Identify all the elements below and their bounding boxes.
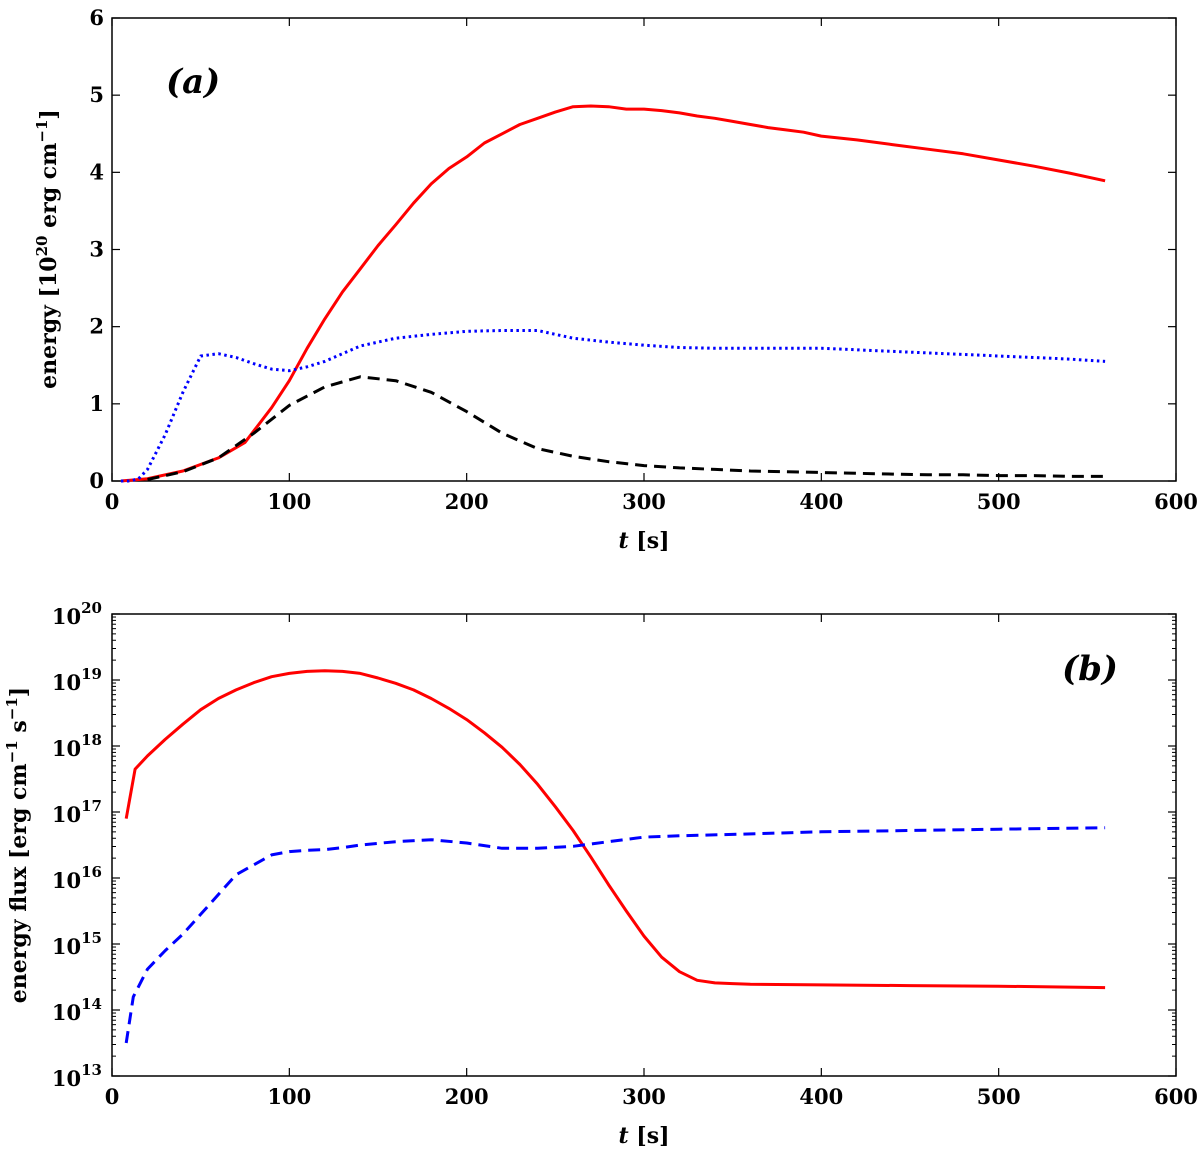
y-tick-label-a: 0 bbox=[89, 468, 104, 493]
y-tick-label-b: 1020 bbox=[52, 599, 102, 629]
x-tick-label-a: 200 bbox=[445, 489, 489, 514]
y-axis-label-a: energy [1020 erg cm−1] bbox=[33, 109, 62, 389]
panel-b: 0 100 200 300 400 500 600 1013 1014 1015 1016 1017 1… bbox=[3, 599, 1198, 1149]
series-line-a-blue-dotted bbox=[120, 329, 1106, 483]
y-label-pre-a: energy [10 bbox=[36, 256, 62, 388]
x-tick-label-b: 0 bbox=[105, 1084, 120, 1109]
y-tick-label-a: 5 bbox=[89, 82, 104, 107]
x-axis-label-b: t [s] bbox=[618, 1123, 669, 1149]
x-axis-label-unit-a: [s] bbox=[629, 528, 670, 554]
y-label-exp2-b: −1 bbox=[3, 697, 21, 720]
y-tick-label-a: 3 bbox=[89, 237, 104, 262]
y-tick-label-a: 4 bbox=[89, 159, 104, 184]
y-tick-label-a: 6 bbox=[89, 5, 104, 30]
series-line-b-blue-dashed bbox=[124, 826, 1106, 1044]
y-label-pre-b: energy flux [erg cm bbox=[6, 763, 32, 1003]
y-label-exp-b: −1 bbox=[3, 740, 21, 763]
x-tick-label-a: 400 bbox=[799, 489, 843, 514]
x-tick-label-b: 500 bbox=[977, 1084, 1021, 1109]
x-tick-label-a: 300 bbox=[622, 489, 666, 514]
series-group-b bbox=[124, 669, 1106, 1044]
x-axis-label-a: t [s] bbox=[618, 528, 669, 554]
y-tick-label-b: 1016 bbox=[52, 863, 102, 893]
x-tick-label-a: 0 bbox=[105, 489, 120, 514]
y-tick-label-b: 1019 bbox=[52, 665, 102, 695]
plot-frame-b bbox=[111, 613, 1177, 1077]
panel-label-b: (b) bbox=[1062, 649, 1118, 689]
y-label-exp-a: 20 bbox=[33, 236, 51, 257]
y-tick-label-b: 1017 bbox=[52, 797, 102, 827]
y-label-post-a: ] bbox=[36, 109, 62, 119]
ticks-group-a: 0 100 200 300 400 500 600 0 1 2 3 4 5 6 bbox=[89, 5, 1198, 514]
series-line-b-red-solid bbox=[124, 669, 1106, 990]
y-axis-label-b: energy flux [erg cm−1 s−1] bbox=[3, 687, 32, 1003]
x-tick-label-a: 500 bbox=[977, 489, 1021, 514]
panel-label-a: (a) bbox=[166, 62, 220, 102]
x-axis-label-unit-b: [s] bbox=[629, 1123, 670, 1149]
y-label-exp2-a: −1 bbox=[33, 120, 51, 143]
x-axis-label-var-a: t bbox=[618, 528, 628, 554]
ticks-group-b: 0 100 200 300 400 500 600 1013 1014 1015 1016 1017 1… bbox=[52, 599, 1198, 1109]
x-tick-label-b: 600 bbox=[1154, 1084, 1198, 1109]
x-tick-label-b: 300 bbox=[622, 1084, 666, 1109]
x-tick-label-b: 100 bbox=[267, 1084, 311, 1109]
y-tick-label-a: 1 bbox=[89, 391, 104, 416]
x-tick-label-b: 200 bbox=[445, 1084, 489, 1109]
y-label-mid-a: erg cm bbox=[36, 143, 62, 236]
y-tick-label-b: 1015 bbox=[52, 929, 102, 959]
y-tick-label-b: 1014 bbox=[52, 995, 102, 1025]
x-tick-label-b: 400 bbox=[799, 1084, 843, 1109]
series-line-a-red-solid bbox=[120, 104, 1106, 483]
y-tick-label-b: 1018 bbox=[52, 731, 102, 761]
series-line-a-black-dashed bbox=[147, 375, 1106, 481]
x-axis-label-var-b: t bbox=[618, 1123, 628, 1149]
x-tick-label-a: 100 bbox=[267, 489, 311, 514]
y-label-mid-b: s bbox=[6, 720, 32, 740]
y-label-post-b: ] bbox=[6, 687, 32, 697]
y-tick-label-a: 2 bbox=[89, 314, 104, 339]
plot-frame-a bbox=[111, 17, 1177, 482]
x-tick-label-a: 600 bbox=[1154, 489, 1198, 514]
y-tick-label-b: 1013 bbox=[52, 1061, 102, 1091]
panel-a: 0 100 200 300 400 500 600 0 1 2 3 4 5 6 (a) t [s] ene… bbox=[33, 5, 1198, 554]
series-group-a bbox=[120, 104, 1106, 483]
